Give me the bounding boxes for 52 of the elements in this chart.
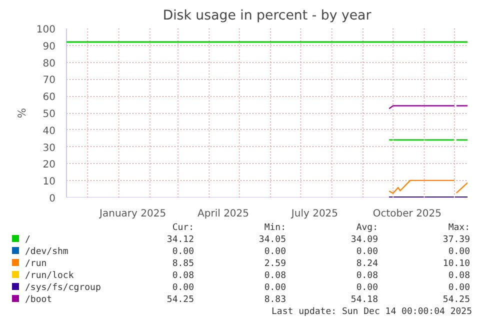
legend-label: /run/lock (24, 270, 75, 282)
y-tick-label: 20 (42, 160, 56, 171)
text: 0.00 (171, 246, 194, 258)
text: 10.10 (442, 258, 470, 270)
text: 0.00 (447, 246, 470, 258)
y-tick-label: 70 (42, 75, 56, 86)
x-tick-label: July 2025 (290, 208, 338, 220)
text: Avg: (355, 222, 378, 234)
y-tick-label: 50 (42, 109, 56, 120)
x-tick-label: January 2025 (98, 208, 166, 220)
text: 0.00 (171, 282, 194, 294)
text: 54.25 (442, 294, 470, 306)
y-tick-label: 30 (42, 142, 56, 154)
text: 34.12 (166, 234, 194, 246)
text: 0.08 (263, 270, 286, 282)
legend-label: /dev/shm (24, 246, 70, 258)
legend-label: /run (24, 258, 48, 270)
text: 0.00 (447, 282, 470, 294)
y-tick-label: 40 (42, 126, 56, 137)
legend-label: /sys/fs/cgroup (24, 282, 102, 294)
text: 54.25 (166, 294, 194, 306)
text: 0.00 (263, 282, 286, 294)
x-tick-label: October 2025 (372, 208, 442, 220)
text: 0.08 (447, 270, 470, 282)
text: 54.18 (350, 294, 378, 306)
chart-title: Disk usage in percent - by year (162, 8, 372, 24)
y-tick-label: 100 (36, 24, 56, 36)
text: 0.08 (171, 270, 194, 282)
legend-label: / (24, 234, 32, 246)
text: 8.85 (171, 258, 194, 270)
legend-label: /boot (24, 294, 54, 306)
text: 34.09 (350, 234, 378, 246)
text: 2.59 (263, 258, 286, 270)
y-tick-label: 60 (42, 92, 56, 104)
text: 0.00 (263, 246, 286, 258)
text: 0.00 (355, 282, 378, 294)
y-tick-label: 80 (42, 58, 56, 70)
y-tick-label: 10 (42, 176, 56, 188)
y-axis-title: % (15, 108, 28, 118)
text: Cur: (171, 222, 194, 234)
text: 8.83 (263, 294, 286, 306)
text: 0.00 (355, 246, 378, 258)
y-tick-label: 90 (42, 41, 56, 52)
text: 0.08 (355, 270, 378, 282)
y-tick-label: 0 (49, 194, 56, 204)
text: 34.05 (258, 234, 286, 246)
text: Max: (447, 222, 470, 234)
text: 37.39 (442, 234, 470, 246)
text: 8.24 (355, 258, 378, 270)
text: Min: (263, 222, 286, 234)
text: Last update: Sun Dec 14 00:00:04 2025 (270, 306, 472, 318)
x-tick-label: April 2025 (198, 208, 250, 220)
